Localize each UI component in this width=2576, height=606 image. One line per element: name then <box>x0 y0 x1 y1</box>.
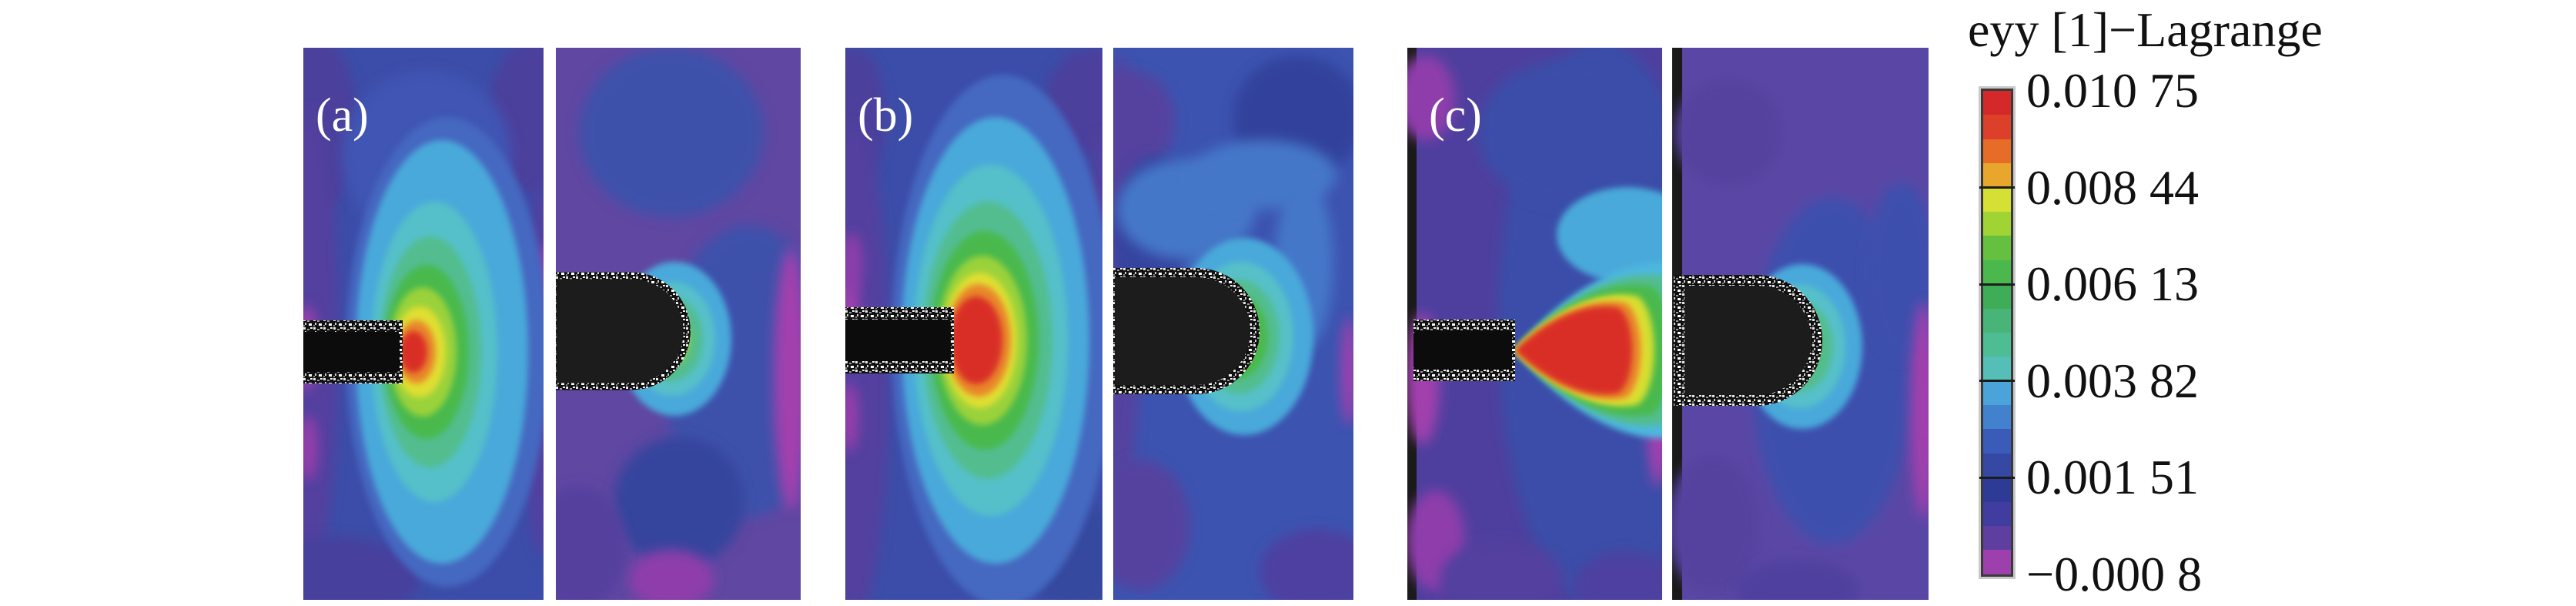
colorbar-band <box>1983 453 2011 478</box>
background-patch <box>1478 59 1662 206</box>
colorbar-band <box>1983 550 2011 574</box>
colorbar-band <box>1983 284 2011 309</box>
background-patch <box>774 248 801 510</box>
background-patch <box>1672 456 1759 594</box>
colorbar-band <box>1983 211 2011 236</box>
colorbar-band <box>1983 501 2011 527</box>
background-patch <box>1341 317 1353 425</box>
background-patch <box>1867 182 1929 360</box>
colorbar-band <box>1983 332 2011 357</box>
strain-contour-ring <box>1557 187 1662 283</box>
legend-tick-label: 0.001 51 <box>2026 450 2199 505</box>
colorbar-band <box>1983 357 2011 381</box>
colorbar-band <box>1983 429 2011 454</box>
background-patch <box>845 233 862 294</box>
colorbar-band <box>1983 526 2011 551</box>
background-patch <box>1736 560 1859 600</box>
round-notch <box>556 272 691 390</box>
background-patch <box>1113 71 1175 171</box>
panel-label-c-left: (c) <box>1429 89 1482 142</box>
background-patch <box>629 550 714 600</box>
panel-label-b-left: (b) <box>858 89 913 142</box>
figure-panel-a-right <box>556 48 801 600</box>
colorbar-band <box>1983 163 2011 188</box>
background-patch <box>1911 302 1929 517</box>
round-notch <box>1113 268 1260 394</box>
background-patch <box>556 487 625 600</box>
colorbar-tick <box>1979 380 2015 383</box>
background-patch <box>1674 79 1782 186</box>
figure-panel-c-right <box>1672 48 1929 600</box>
colorbar-band <box>1983 236 2011 260</box>
legend-tick-label: 0.003 82 <box>2026 353 2199 408</box>
colorbar-band <box>1983 91 2011 116</box>
figure-panel-c-left: (c) <box>1407 48 1662 600</box>
background-patch <box>1574 552 1662 600</box>
crack-notch <box>845 320 951 361</box>
colorbar-tick <box>1979 283 2015 286</box>
round-notch <box>1674 275 1823 406</box>
colorbar-band <box>1983 380 2011 406</box>
background-patch <box>614 437 744 567</box>
colorbar <box>1979 86 2016 579</box>
strain-contour-ring <box>400 331 427 373</box>
colorbar-band <box>1983 477 2011 502</box>
colorbar-band <box>1983 405 2011 430</box>
background-patch <box>1407 55 1455 140</box>
background-patch <box>1113 460 1190 591</box>
colorbar-band <box>1983 187 2011 212</box>
legend-tick-label: 0.008 44 <box>2026 159 2199 215</box>
figure-panel-a-left: (a) <box>303 48 544 600</box>
colorbar-tick <box>1979 476 2015 479</box>
colorbar-band <box>1983 308 2011 333</box>
colorbar-band <box>1983 139 2011 164</box>
background-patch <box>303 416 317 480</box>
specimen-edge-strip <box>1407 48 1417 600</box>
strain-contour-ring <box>1515 306 1633 395</box>
legend-tick-label: 0.006 13 <box>2026 256 2199 312</box>
crack-notch <box>1413 331 1512 370</box>
figure-panel-b-left: (b) <box>845 48 1102 600</box>
colorbar-band <box>1983 115 2011 139</box>
legend-title: eyy [1]−Lagrange <box>1968 2 2323 57</box>
colorbar-band <box>1983 259 2011 285</box>
background-patch <box>579 48 764 217</box>
strain-contour-ring <box>950 296 1002 384</box>
colorbar-tick <box>1979 186 2015 189</box>
panel-label-a-left: (a) <box>316 89 369 142</box>
legend-tick-label: 0.010 75 <box>2026 63 2199 118</box>
background-patch <box>303 537 419 600</box>
background-patch <box>845 383 858 452</box>
background-patch <box>1260 529 1353 600</box>
crack-notch <box>303 332 400 372</box>
background-patch <box>1440 541 1563 600</box>
legend-tick-label: −0.000 8 <box>2026 547 2203 601</box>
figure-panel-b-right <box>1113 48 1353 600</box>
